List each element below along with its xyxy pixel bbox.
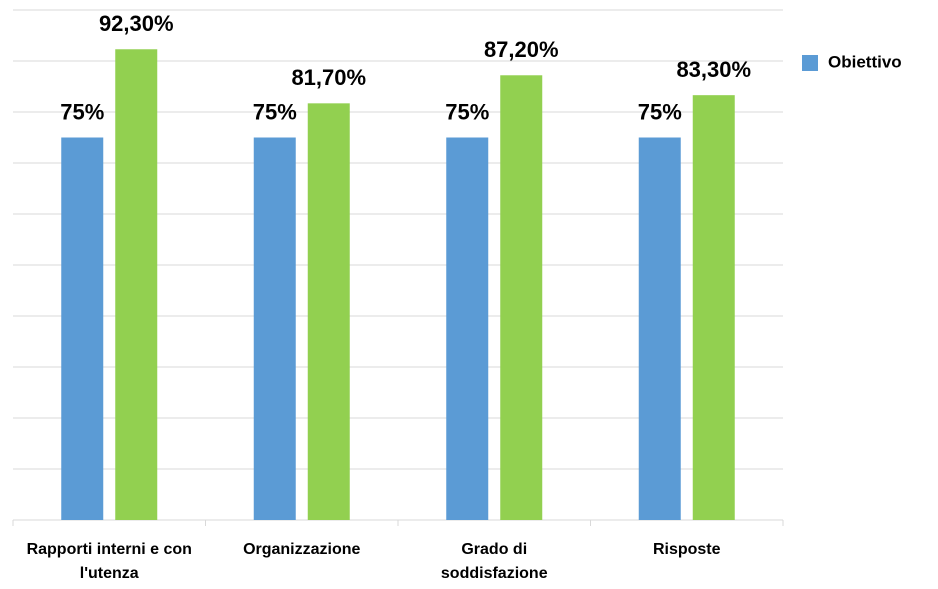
- data-label: 92,30%: [99, 11, 174, 36]
- data-label: 75%: [60, 99, 104, 124]
- x-tick-label: Organizzazione: [243, 541, 361, 558]
- x-tick-label: Risposte: [652, 541, 721, 558]
- legend-label: Obiettivo: [828, 52, 902, 71]
- x-tick-label: Grado di soddisfazione: [440, 541, 548, 582]
- data-label: 81,70%: [291, 65, 366, 90]
- bar: [115, 49, 158, 521]
- bar: [638, 137, 681, 520]
- bar: [446, 137, 489, 520]
- data-label: 87,20%: [484, 37, 559, 62]
- x-tick-label: Rapporti interni e con l'utenza: [26, 541, 192, 582]
- bar: [500, 75, 543, 520]
- legend-swatch: [802, 55, 818, 71]
- data-label: 83,30%: [676, 57, 751, 82]
- bar: [692, 95, 735, 521]
- data-label: 75%: [253, 99, 297, 124]
- bar: [307, 103, 350, 520]
- data-label: 75%: [638, 99, 682, 124]
- bar: [61, 137, 104, 520]
- data-label: 75%: [445, 99, 489, 124]
- bar: [253, 137, 296, 520]
